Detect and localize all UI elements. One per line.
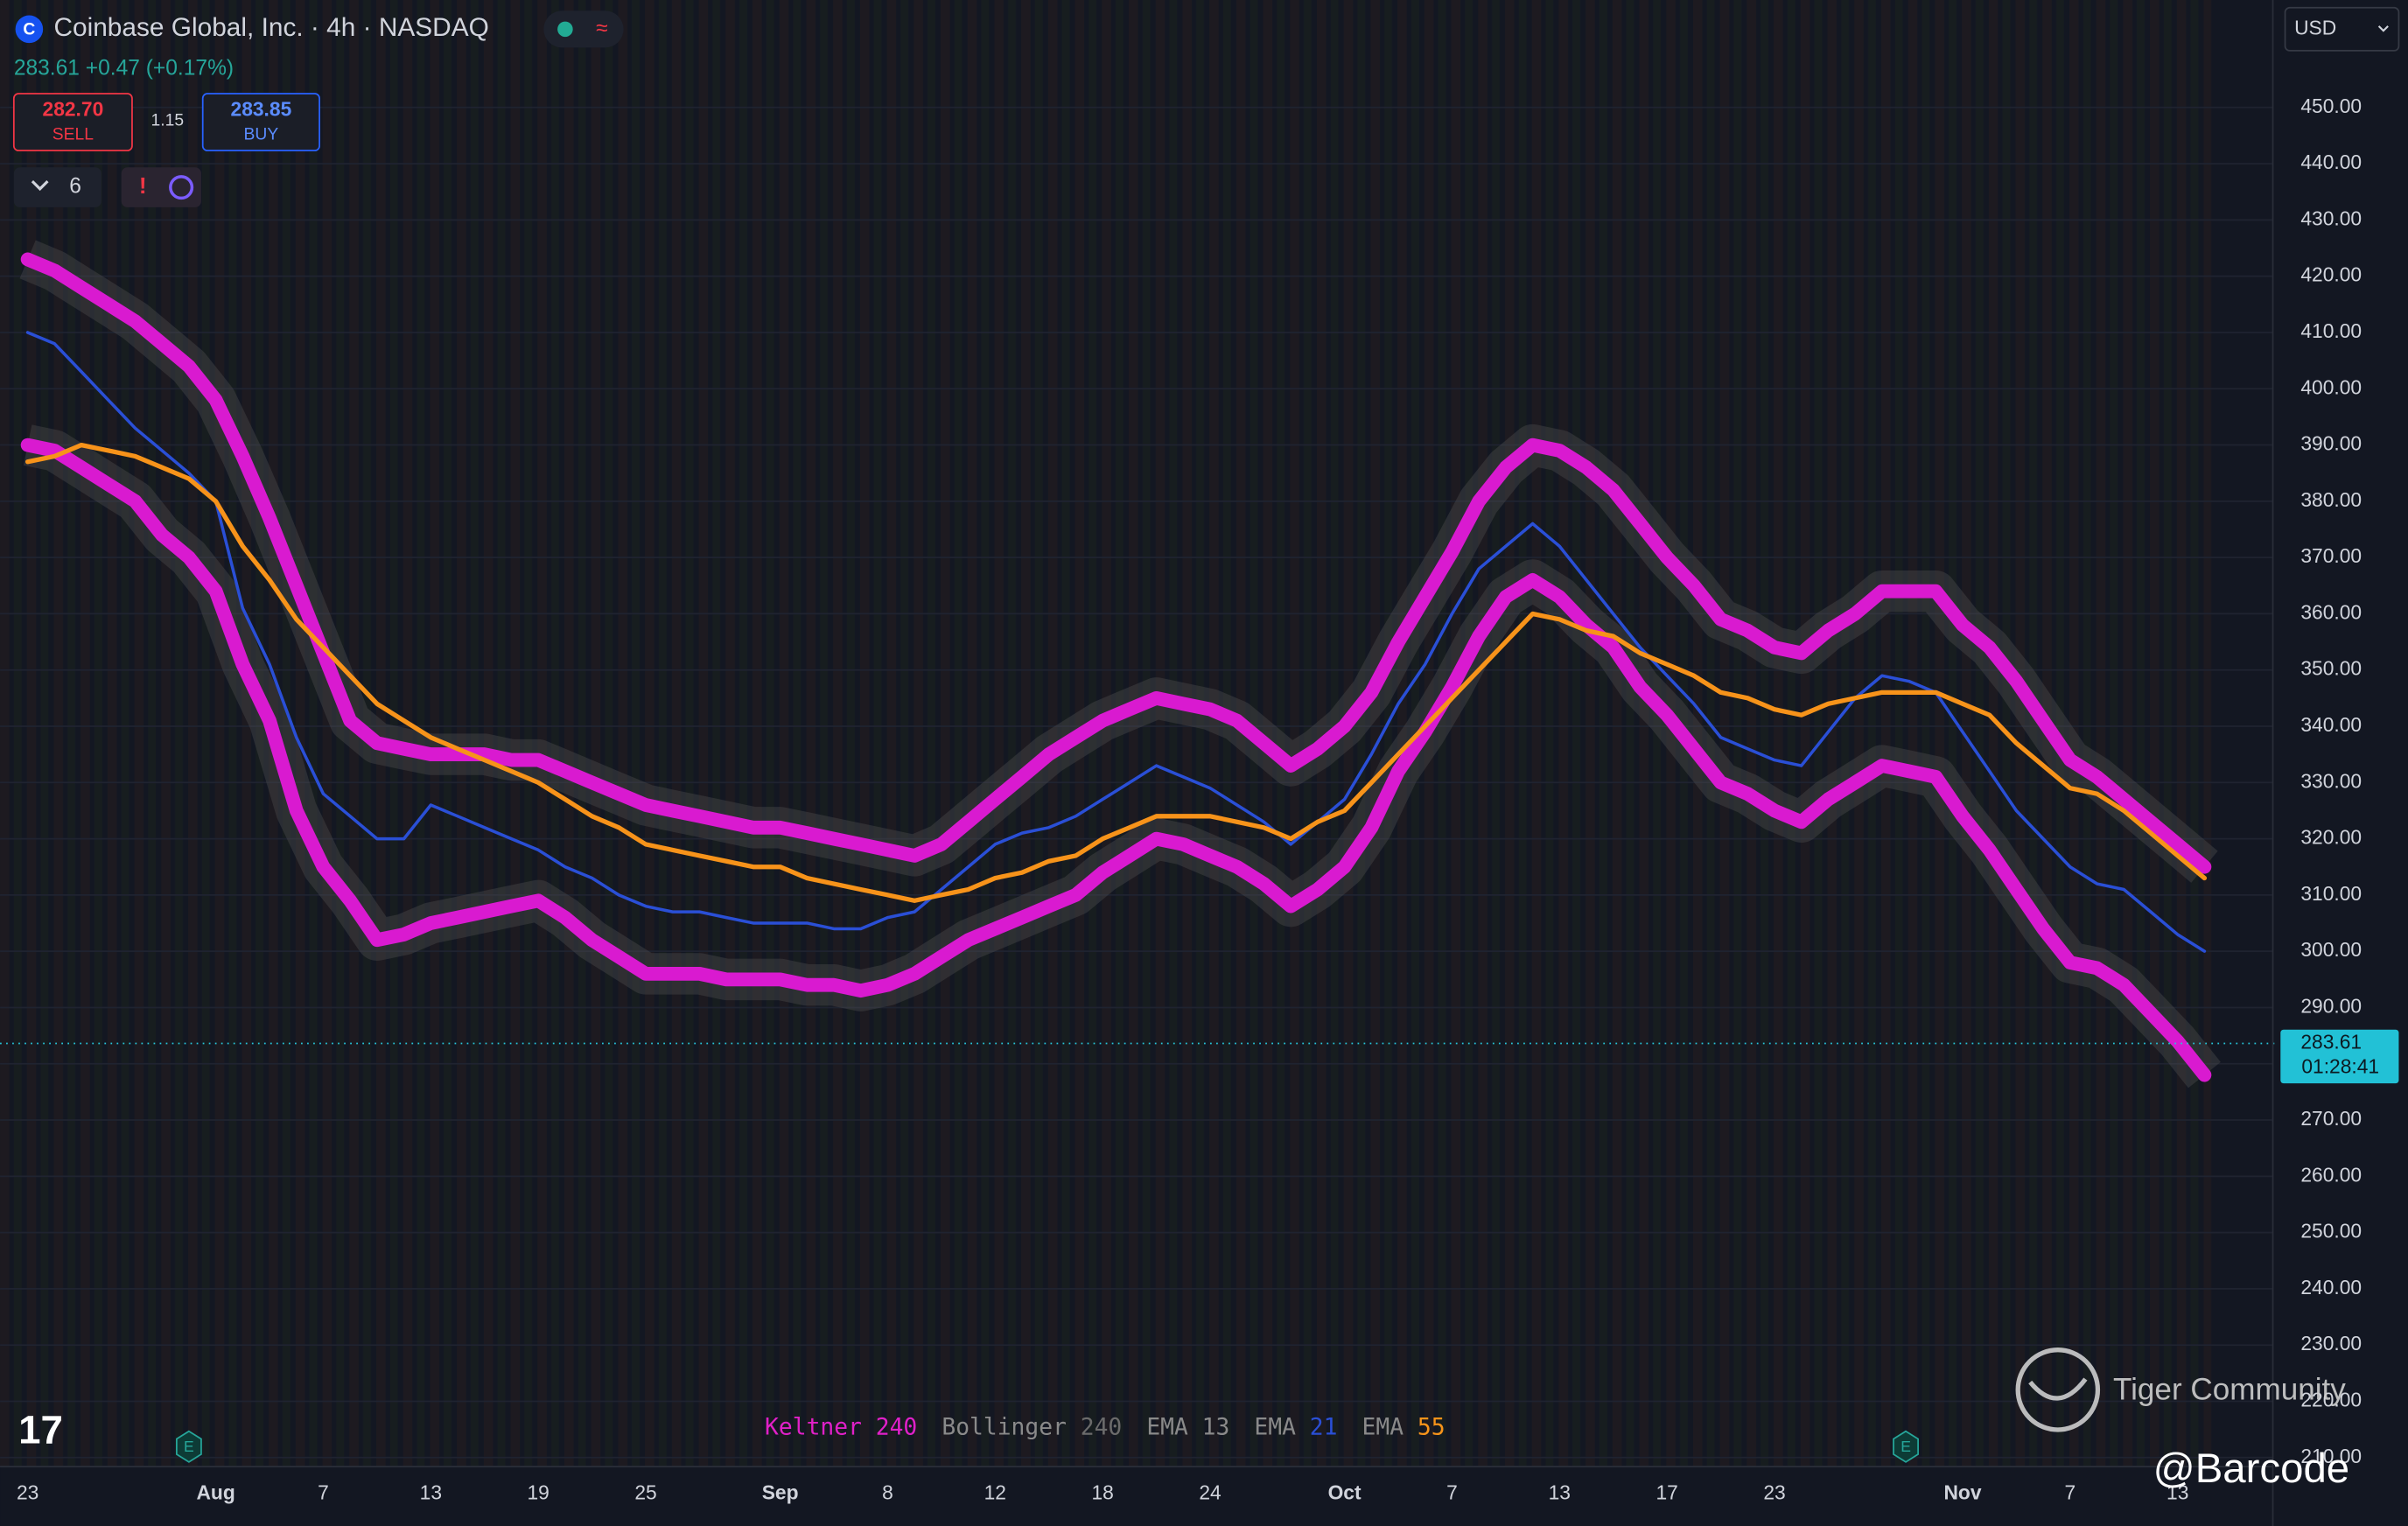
x-tick-label: 25	[634, 1481, 656, 1504]
y-tick-label: 370.00	[2300, 544, 2362, 567]
x-tick-label: Nov	[1943, 1481, 1981, 1504]
earnings-icon[interactable]	[175, 1430, 202, 1463]
x-tick-label: 7	[1446, 1481, 1458, 1504]
x-tick-label: 13	[2166, 1481, 2188, 1504]
x-tick-label: 24	[1199, 1481, 1222, 1504]
watermark-brand: Tiger Community	[2113, 1372, 2346, 1406]
y-tick-label: 220.00	[2300, 1389, 2362, 1411]
legend-name: EMA	[1254, 1415, 1296, 1441]
y-tick-label: 260.00	[2300, 1163, 2362, 1186]
y-tick-label: 400.00	[2300, 375, 2362, 398]
y-tick-label: 300.00	[2300, 938, 2362, 961]
buy-price[interactable]: 283.85	[231, 97, 292, 120]
earnings-letter: E	[184, 1438, 194, 1455]
earnings-icon[interactable]	[1893, 1430, 1919, 1463]
grid	[0, 106, 2273, 1459]
market-open-dot	[557, 21, 573, 38]
x-tick-label: 13	[420, 1481, 442, 1504]
x-tick-label: 18	[1091, 1481, 1113, 1504]
y-tick-label: 230.00	[2300, 1332, 2362, 1354]
x-tick-label: 19	[528, 1481, 550, 1504]
tradingview-logo[interactable]: 17	[18, 1408, 63, 1452]
y-tick-label: 340.00	[2300, 713, 2362, 736]
y-tick-label: 420.00	[2300, 263, 2362, 286]
legend-name: Keltner	[765, 1415, 862, 1441]
last-price-label: 283.61	[2300, 1031, 2362, 1054]
symbol-logo-letter: C	[23, 20, 35, 38]
y-tick-label: 320.00	[2300, 826, 2362, 849]
watermark-logo	[2015, 1348, 2101, 1432]
y-tick-label: 360.00	[2300, 600, 2362, 623]
sell-button[interactable]	[12, 93, 133, 151]
y-tick-label: 350.00	[2300, 657, 2362, 680]
y-tick-label: 440.00	[2300, 150, 2362, 173]
y-tick-label: 450.00	[2300, 94, 2362, 117]
y-tick-label: 380.00	[2300, 488, 2362, 511]
alerts-pill[interactable]	[121, 167, 201, 207]
series-line	[24, 442, 2208, 903]
y-tick-label: 310.00	[2300, 882, 2362, 905]
legend-name: EMA	[1362, 1415, 1404, 1441]
y-tick-label: 290.00	[2300, 994, 2362, 1017]
x-tick-label: 17	[1656, 1481, 1677, 1504]
indicators-count[interactable]: 6	[69, 175, 81, 199]
legend-name: Bollinger	[942, 1415, 1067, 1441]
x-tick-label: 8	[882, 1481, 893, 1504]
earnings-letter: E	[1900, 1438, 1911, 1455]
axes: 210.00 220.00 230.00 240.00 250.00 260.00 270.…	[17, 94, 2399, 1504]
buy-label[interactable]: BUY	[244, 126, 279, 144]
y-tick-label: 250.00	[2300, 1220, 2362, 1242]
series-line	[20, 252, 2212, 874]
y-tick-label: 390.00	[2300, 432, 2362, 455]
y-tick-label: 410.00	[2300, 319, 2362, 342]
x-tick-label: 23	[1763, 1481, 1785, 1504]
spread: 1.15	[151, 112, 185, 130]
warning-icon: !	[139, 172, 147, 199]
y-tick-label: 210.00	[2300, 1445, 2362, 1467]
series-line	[25, 331, 2207, 953]
buy-button[interactable]	[201, 93, 320, 151]
last-price-tag	[2280, 1029, 2399, 1084]
countdown-label: 01:28:41	[2301, 1055, 2379, 1078]
legend-param: 240	[1081, 1415, 1123, 1441]
legend-param: 13	[1202, 1415, 1230, 1441]
x-tick-label: 23	[17, 1481, 38, 1504]
series-line	[20, 438, 2212, 1082]
sell-price[interactable]: 282.70	[43, 97, 104, 120]
y-tick-label: 330.00	[2300, 769, 2362, 792]
currency-chevron	[2377, 25, 2389, 32]
legend-param: 55	[1418, 1415, 1446, 1441]
legend-param: 240	[876, 1415, 918, 1441]
x-tick-label: Oct	[1328, 1481, 1362, 1504]
sell-label[interactable]: SELL	[52, 126, 94, 144]
watermark-user: @Barcode	[2153, 1446, 2350, 1492]
y-tick-label: 240.00	[2300, 1276, 2362, 1298]
x-tick-label: 7	[2065, 1481, 2076, 1504]
watermark-logo-mark	[2028, 1377, 2088, 1401]
legend: Keltner 240 Bollinger 240 EMA 13 EMA 21 EMA 55	[765, 1415, 1445, 1441]
quote-change: 283.61 +0.47 (+0.17%)	[14, 56, 234, 80]
x-tick-label: 7	[318, 1481, 329, 1504]
currency[interactable]: USD	[2294, 16, 2336, 38]
x-tick-label: 12	[984, 1481, 1006, 1504]
y-tick-label: 430.00	[2300, 206, 2362, 229]
symbol-title[interactable]: Coinbase Global, Inc. · 4h · NASDAQ	[53, 13, 488, 42]
x-tick-label: 13	[1549, 1481, 1571, 1504]
symbol-logo	[15, 15, 44, 44]
plot	[0, 240, 2279, 1088]
data-status-icon: ≈	[596, 17, 607, 40]
legend-name: EMA	[1146, 1415, 1188, 1441]
indicators-toggle[interactable]	[13, 167, 102, 207]
x-tick-label: Aug	[196, 1481, 234, 1504]
refresh-icon	[169, 175, 194, 200]
currency-select[interactable]	[2284, 6, 2400, 52]
legend-param: 21	[1310, 1415, 1338, 1441]
status-pill[interactable]	[543, 10, 624, 48]
chevron-icon	[31, 179, 49, 192]
x-tick-label: Sep	[762, 1481, 799, 1504]
y-tick-label: 270.00	[2300, 1107, 2362, 1130]
